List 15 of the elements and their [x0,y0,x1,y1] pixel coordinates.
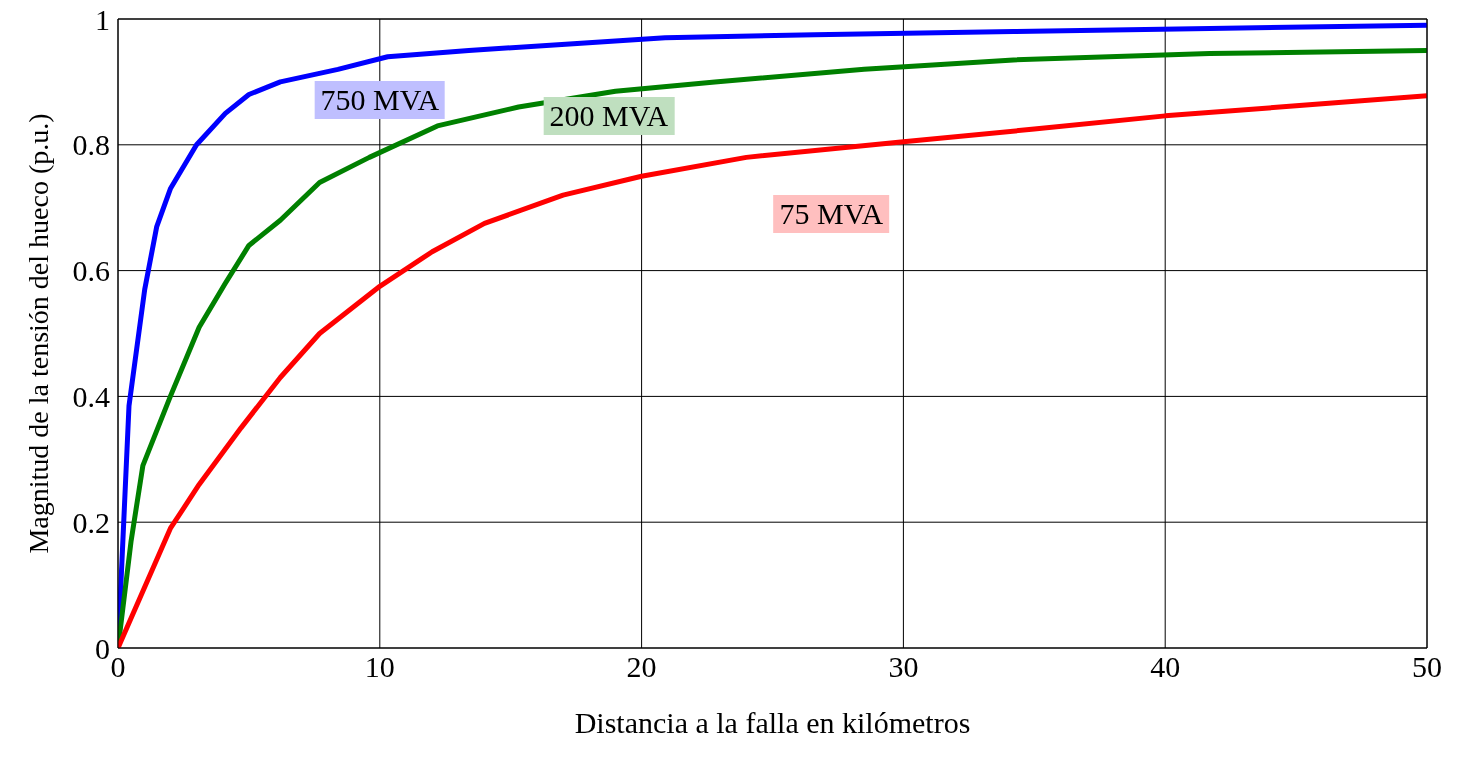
y-tick-label: 0.8 [72,128,110,162]
series-label: 75 MVA [773,194,890,233]
x-tick-label: 50 [1412,650,1442,684]
y-axis-title: Magnitud de la tensión del hueco (p.u.) [22,113,54,554]
y-tick-label: 0.2 [72,505,110,539]
y-tick-label: 0.6 [72,254,110,288]
x-axis-title: Distancia a la falla en kilómetros [574,706,971,739]
series-label: 750 MVA [314,80,446,119]
x-tick-label: 20 [626,650,657,684]
y-tick-label: 1 [95,2,110,36]
y-tick-label: 0.4 [72,380,110,414]
series-label: 200 MVA [543,97,675,136]
x-tick-label: 30 [888,650,919,684]
x-tick-label: 40 [1150,650,1181,684]
x-tick-label: 10 [364,650,395,684]
